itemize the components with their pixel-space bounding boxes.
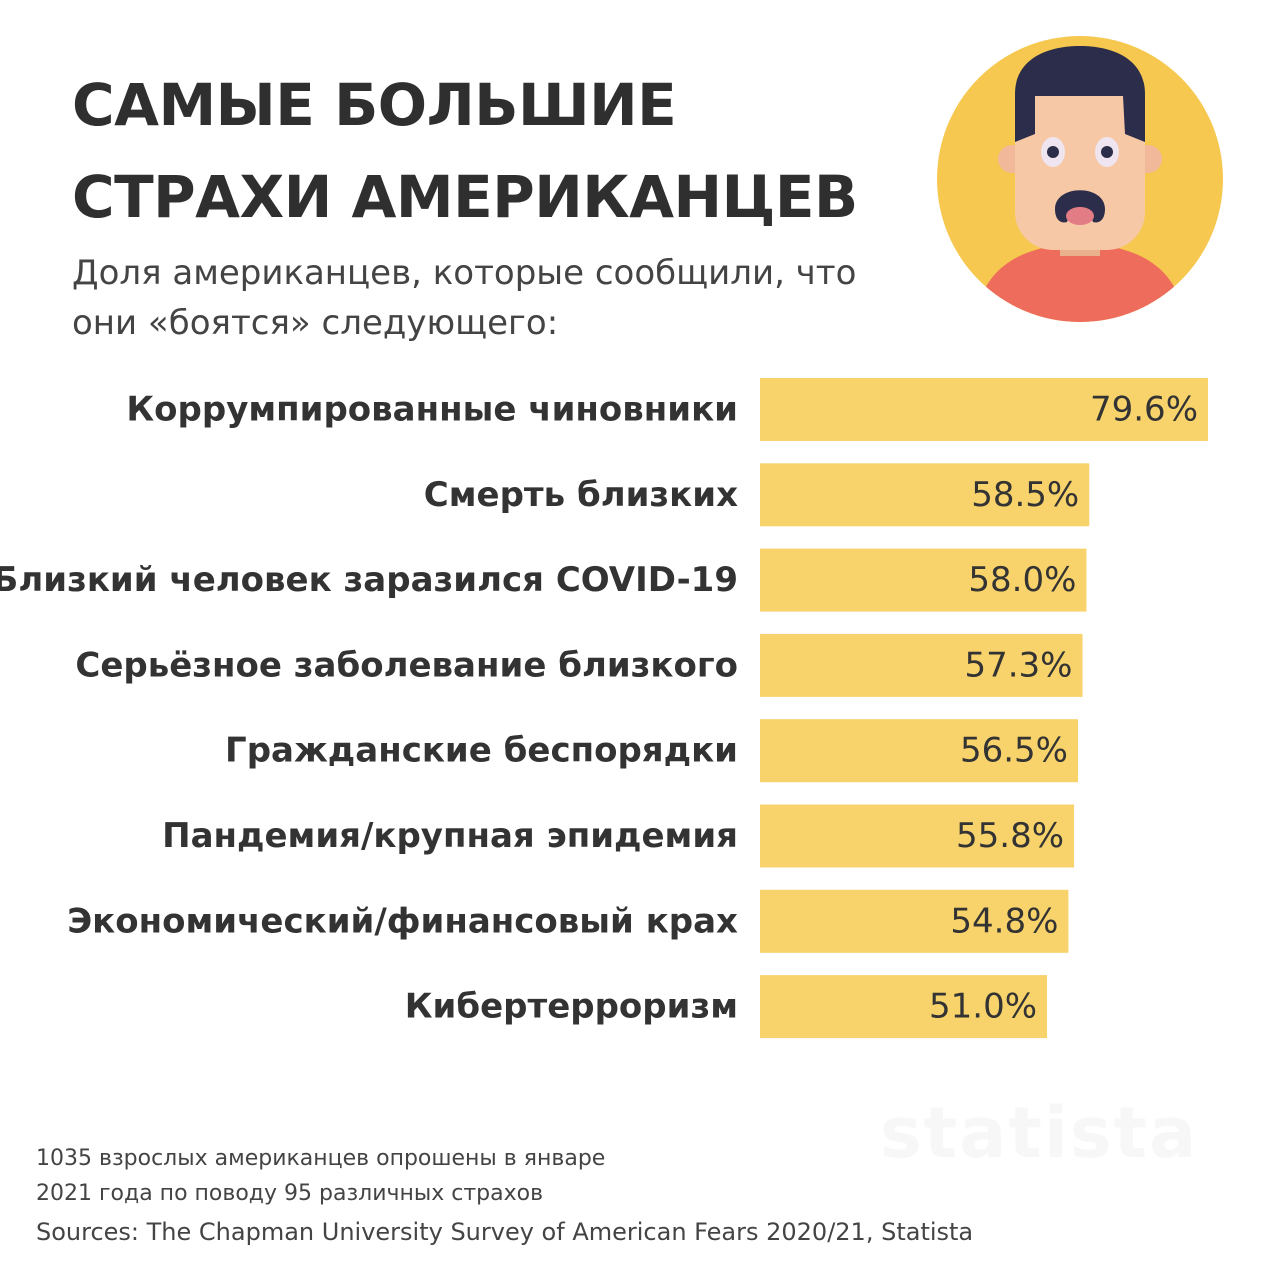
scared-man-icon [937, 36, 1223, 322]
right-pupil [1101, 146, 1113, 158]
page-title-line-1: САМЫЕ БОЛЬШИЕ [72, 71, 677, 139]
bar-row: Близкий человек заразился COVID-19 58.0% [0, 548, 1087, 612]
open-mouth [1066, 207, 1094, 225]
bar [760, 975, 1048, 1039]
category-label: Пандемия/крупная эпидемия [162, 816, 738, 856]
bar-row: Серьёзное заболевание близкого 57.3% [75, 633, 1083, 697]
category-label: Смерть близких [424, 475, 738, 515]
category-label: Экономический/финансовый крах [67, 901, 738, 941]
subtitle-line-1: Доля американцев, которые сообщили, что [72, 253, 857, 293]
value-label: 54.8% [950, 901, 1058, 941]
value-label: 58.5% [971, 475, 1079, 515]
bar-row: Экономический/финансовый крах 54.8% [67, 889, 1069, 953]
category-label: Серьёзное заболевание близкого [75, 645, 738, 685]
value-label: 55.8% [956, 816, 1064, 856]
statista-watermark: statista [880, 1092, 1199, 1174]
category-label: Гражданские беспорядки [225, 731, 738, 771]
subtitle-line-2: они «боятся» следующего: [72, 303, 559, 343]
bar-row: Гражданские беспорядки 56.5% [225, 719, 1078, 783]
shirt-shape [975, 244, 1185, 322]
bar [760, 463, 1090, 527]
value-label: 51.0% [929, 987, 1037, 1027]
sources-text: Sources: The Chapman University Survey o… [36, 1218, 974, 1246]
bar [760, 804, 1075, 868]
bar-chart: Коррумпированные чиновники 79.6%Смерть бл… [0, 378, 1208, 1039]
survey-note-line-1: 1035 взрослых американцев опрошены в янв… [36, 1146, 606, 1171]
value-label: 58.0% [968, 560, 1076, 600]
bar-row: Смерть близких 58.5% [424, 463, 1090, 527]
value-label: 56.5% [960, 731, 1068, 771]
bar [760, 548, 1087, 612]
bar [760, 633, 1083, 697]
left-pupil [1047, 146, 1059, 158]
survey-note-line-2: 2021 года по поводу 95 различных страхов [36, 1181, 544, 1206]
value-label: 57.3% [964, 645, 1072, 685]
category-label: Коррумпированные чиновники [126, 390, 738, 430]
value-label: 79.6% [1090, 390, 1198, 430]
bar [760, 889, 1069, 953]
bar-row: Пандемия/крупная эпидемия 55.8% [162, 804, 1075, 868]
page-title-line-2: СТРАХИ АМЕРИКАНЦЕВ [72, 163, 858, 231]
category-label: Кибертерроризм [405, 987, 738, 1027]
hair-shape [1015, 46, 1145, 142]
bar [760, 378, 1208, 441]
face-shape [1015, 80, 1145, 250]
bar [760, 719, 1078, 783]
bar-row: Кибертерроризм 51.0% [405, 975, 1048, 1039]
bar-row: Коррумпированные чиновники 79.6% [126, 378, 1208, 441]
category-label: Близкий человек заразился COVID-19 [0, 560, 738, 600]
subtitle: Доля американцев, которые сообщили, что … [72, 248, 856, 348]
